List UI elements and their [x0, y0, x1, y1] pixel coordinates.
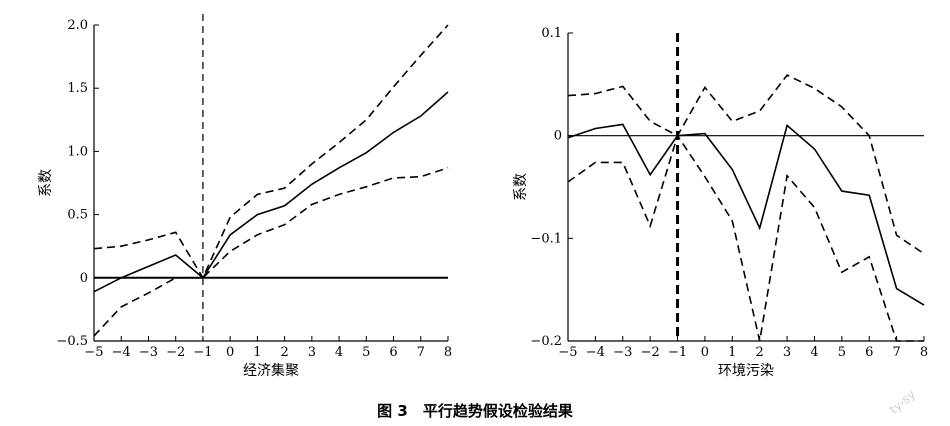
y-tick-label: 0 — [554, 129, 562, 144]
chart-economic-agglomeration: −0.5 0 0.5 1.0 1.5 2.0 −5 −4 −3 −2 −1 0 1 2 3 4 5 6 7 8 经济集聚… — [38, 14, 452, 379]
x-tick-label: 0 — [701, 345, 709, 360]
x-tick-label: 3 — [308, 345, 316, 360]
y-tick-label: 0.5 — [67, 208, 88, 223]
x-axis-title: 环境污染 — [718, 363, 774, 379]
upper-ci-line — [567, 74, 925, 255]
lower-ci-line — [567, 133, 924, 342]
y-tick-label: 0.1 — [541, 26, 562, 41]
x-tick-label: 1 — [253, 345, 261, 360]
x-tick-label: 4 — [335, 345, 343, 360]
y-tick-label: 1.5 — [67, 81, 88, 96]
x-tick-label: 5 — [838, 345, 846, 360]
x-tick-label: −3 — [139, 345, 158, 360]
chart-environmental-pollution: −0.2 −0.1 0 0.1 −5 −4 −3 −2 −1 0 1 2 3 4 5 6 7 8 环境污染 系数 — [513, 26, 928, 379]
y-tick-label: 0 — [80, 271, 88, 286]
x-tick-label: −5 — [558, 345, 577, 360]
x-tick-label: 3 — [783, 345, 791, 360]
x-axis-title: 经济集聚 — [243, 362, 299, 379]
x-tick-label: 6 — [389, 345, 397, 360]
y-tick-label: −0.2 — [530, 334, 562, 349]
x-tick-label: 0 — [226, 345, 234, 360]
x-tick-label: −1 — [193, 345, 212, 360]
y-tick-label: 2.0 — [67, 18, 88, 33]
x-tick-label: 2 — [280, 345, 288, 360]
x-tick-label: 8 — [920, 345, 928, 360]
y-axis-title: 系数 — [513, 173, 529, 201]
watermark: ty-sy — [887, 387, 918, 417]
x-tick-label: −3 — [613, 345, 632, 360]
y-tick-label: 1.0 — [67, 144, 88, 159]
y-tick-label: −0.5 — [56, 334, 88, 349]
y-tick-label: −0.1 — [530, 231, 562, 246]
x-tick-label: 2 — [756, 345, 764, 360]
upper-ci-line — [93, 24, 449, 280]
x-tick-label: −2 — [641, 345, 660, 360]
x-tick-label: 7 — [417, 345, 425, 360]
x-tick-label: −2 — [166, 345, 185, 360]
x-tick-label: −5 — [84, 345, 103, 360]
coefficient-line — [567, 123, 925, 306]
x-tick-label: 6 — [865, 345, 873, 360]
lower-ci-line — [93, 167, 449, 337]
x-tick-label: −1 — [668, 345, 687, 360]
x-tick-label: 5 — [362, 345, 370, 360]
x-tick-label: 4 — [810, 345, 818, 360]
coefficient-line — [93, 91, 449, 293]
x-tick-label: 7 — [892, 345, 900, 360]
x-tick-label: −4 — [586, 345, 605, 360]
figure-caption: 图 3 平行趋势假设检验结果 — [377, 402, 574, 420]
x-tick-label: −4 — [112, 345, 131, 360]
y-axis-title: 系数 — [38, 169, 54, 197]
x-tick-label: 8 — [444, 345, 452, 360]
x-tick-label: 1 — [728, 345, 736, 360]
